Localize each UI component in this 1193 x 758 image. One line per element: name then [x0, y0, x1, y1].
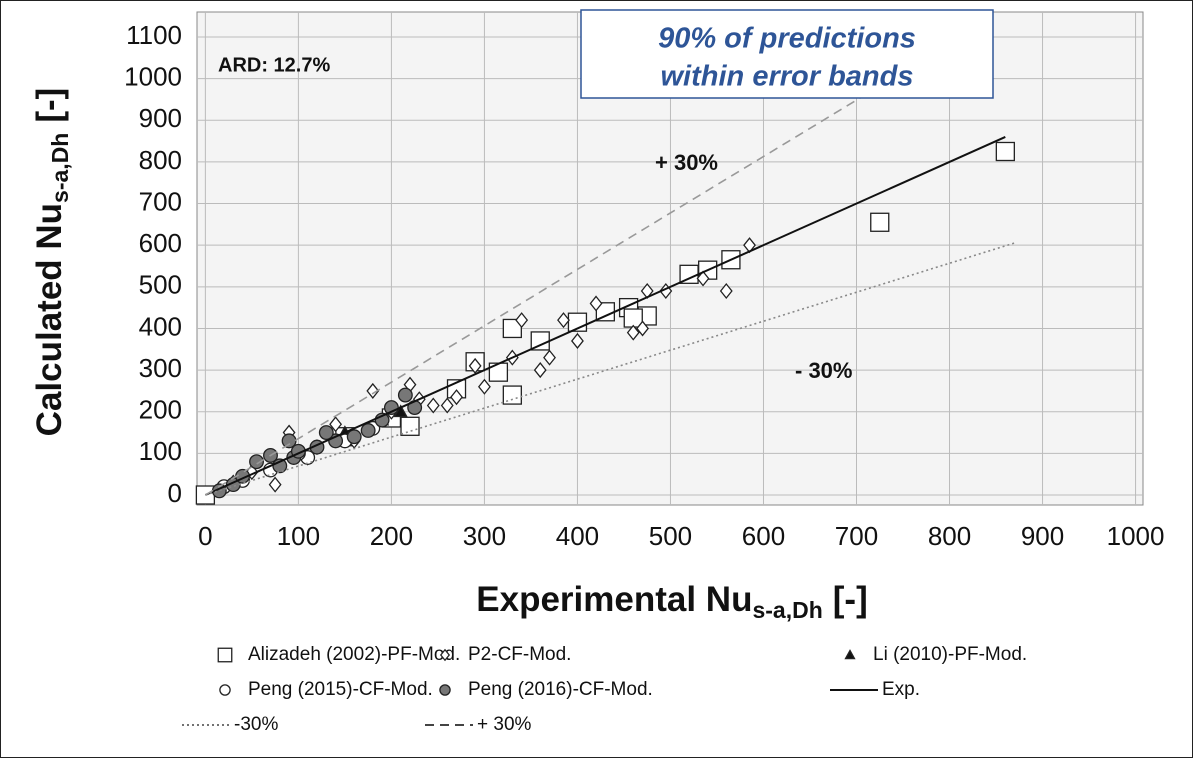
ard-label: ARD: 12.7% [218, 54, 330, 76]
diamond-marker [719, 282, 733, 300]
y-tick-label: 300 [139, 353, 182, 383]
x-tick-label: 200 [370, 521, 413, 551]
legend-item: Peng (2016)-CF-Mod. [439, 679, 653, 700]
y-tick-label: 200 [139, 395, 182, 425]
legend-label: Peng (2016)-CF-Mod. [468, 679, 653, 700]
diamond-marker [468, 357, 482, 374]
legend-label: Li (2010)-PF-Mod. [873, 644, 1027, 665]
diamond-marker [439, 648, 451, 662]
square-marker [502, 385, 522, 405]
y-tick-label: 1000 [124, 61, 182, 91]
legend-item: Alizadeh (2002)-PF-Mod. [217, 644, 460, 665]
diamond-marker [696, 270, 710, 287]
x-tick-label: 500 [649, 521, 692, 551]
callout-line: 90% of predictions [658, 23, 916, 55]
diamond-marker [366, 382, 380, 399]
diamond-marker [268, 476, 282, 493]
x-tick-label: 400 [556, 521, 599, 551]
square-marker [995, 141, 1015, 162]
legend-label: -30% [234, 714, 278, 735]
diamond-marker [329, 416, 343, 433]
legend-label: Peng (2015)-CF-Mod. [248, 679, 433, 700]
circle-marker [219, 684, 231, 696]
y-tick-label: 600 [139, 228, 182, 258]
x-title-main: Experimental Nu [476, 580, 752, 619]
circle-marker [439, 684, 451, 696]
legend-label: Exp. [882, 679, 920, 700]
diamond-marker [626, 324, 640, 341]
y-tick-label: 400 [139, 311, 182, 341]
diamond-marker [571, 332, 584, 349]
y-axis-title: Calculated Nus-a,Dh [-] [30, 88, 73, 437]
line [204, 136, 1006, 496]
y-tick-label: 900 [139, 103, 182, 133]
y-tick-label: 700 [139, 186, 182, 216]
diamond-marker [533, 362, 547, 379]
callout-line: within error bands [661, 61, 914, 93]
diamond-marker [440, 397, 454, 414]
circle-marker [397, 387, 413, 403]
triangle-marker [844, 649, 856, 660]
legend-label: Alizadeh (2002)-PF-Mod. [248, 644, 460, 665]
x-title-sub: s-a,Dh [752, 597, 822, 623]
diamond-marker [515, 312, 529, 329]
legend-item: -30% [182, 714, 278, 735]
legend-item: + 30% [425, 714, 532, 735]
square-marker [217, 647, 233, 663]
x-axis-title: Experimental Nus-a,Dh [-] [476, 580, 867, 623]
x-title-unit: [-] [833, 580, 868, 619]
x-tick-label: 1000 [1107, 521, 1165, 551]
legend-label: P2-CF-Mod. [468, 644, 571, 665]
x-tick-label: 300 [463, 521, 506, 551]
legend-item: Exp. [830, 679, 920, 700]
diamond-marker [636, 320, 649, 337]
line [204, 92, 870, 496]
y-tick-label: 500 [139, 270, 182, 300]
diamond-marker [589, 295, 603, 312]
diamond-marker [450, 389, 463, 406]
x-tick-label: 100 [277, 521, 320, 551]
plus-band-label: + 30% [655, 150, 718, 175]
y-title-unit: [-] [30, 88, 69, 123]
y-title-sub: s-a,Dh [47, 133, 73, 203]
x-tick-label: 800 [928, 521, 971, 551]
y-tick-label: 100 [139, 436, 182, 466]
diamond-marker [543, 349, 556, 366]
circle-marker [360, 423, 376, 438]
x-tick-label: 700 [835, 521, 878, 551]
legend-item: Li (2010)-PF-Mod. [844, 644, 1027, 665]
square-marker [870, 212, 890, 232]
square-marker [400, 416, 420, 436]
circle-marker [249, 454, 264, 470]
callout-box [580, 9, 994, 99]
diamond-marker [426, 397, 440, 414]
y-tick-label: 800 [139, 145, 182, 175]
y-tick-label: 1100 [126, 20, 182, 50]
diamond-marker [477, 378, 491, 395]
legend-item: P2-CF-Mod. [439, 644, 571, 665]
diamond-marker [659, 282, 673, 300]
square-marker [502, 318, 522, 339]
line [205, 241, 1016, 496]
y-title-main: Calculated Nu [30, 203, 69, 436]
circle-marker [318, 425, 334, 440]
legend-item: Peng (2015)-CF-Mod. [219, 679, 433, 700]
x-tick-label: 0 [198, 521, 212, 551]
y-tick-label: 0 [168, 478, 182, 508]
x-tick-label: 600 [742, 521, 785, 551]
legend-label: + 30% [477, 714, 532, 735]
minus-band-label: - 30% [795, 358, 852, 383]
diamond-marker [557, 312, 570, 329]
x-tick-label: 900 [1021, 521, 1064, 551]
circle-marker [346, 429, 362, 445]
